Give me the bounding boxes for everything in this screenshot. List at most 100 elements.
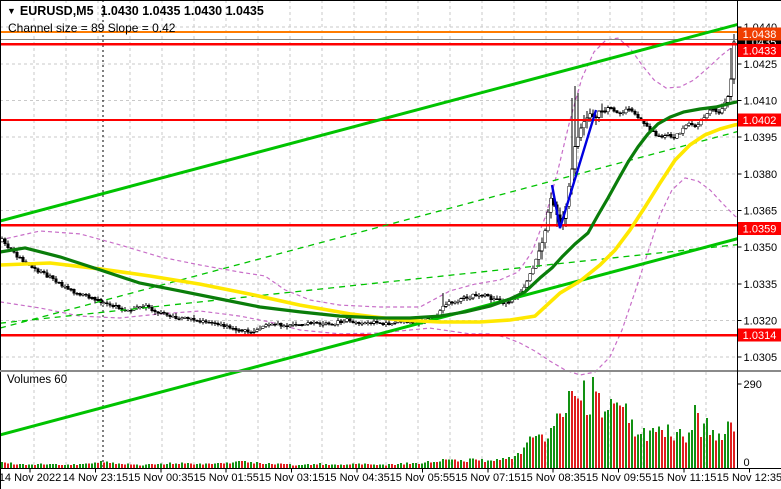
candle [390,323,394,325]
candle [681,128,685,134]
symbol-ohlc-title: EURUSD,M5 1.0430 1.0435 1.0430 1.0435 [19,4,264,18]
volume-bar [346,464,348,468]
candle [354,321,358,324]
candle [573,146,577,170]
volume-bar [313,464,315,468]
volume-bar [487,460,489,468]
volume-bar [34,464,36,468]
candle [612,107,616,112]
svg-text:1.0359: 1.0359 [743,223,777,235]
candle [636,113,640,119]
candle [21,257,25,263]
candle [339,320,343,323]
volume-bar [67,464,69,468]
symbol-dropdown-icon[interactable]: ▼ [7,6,16,16]
candle [447,301,451,306]
price-axis-label: 1.0395 [744,132,778,144]
candle [546,211,550,232]
candle [117,305,121,309]
volume-bar [577,398,579,468]
candle [246,329,250,333]
volume-bar [304,464,306,468]
volume-bar [241,461,243,468]
candle [186,316,190,320]
volume-bar [55,463,57,468]
volume-bar [616,402,618,468]
candle [75,292,79,295]
volume-bar [589,414,591,468]
volume-bar [403,464,405,468]
price-axis-label: 1.0365 [744,206,778,218]
volume-bar [19,464,21,468]
candle [177,318,181,320]
price-axis-label: 1.0410 [744,95,778,107]
volume-bar [433,461,435,468]
volume-bar [184,463,186,468]
volume-bar [205,463,207,468]
volume-bar [598,393,600,468]
volume-bar [442,458,444,468]
volume-bar [4,462,6,468]
volume-bar [265,464,267,468]
volume-bar [601,417,603,468]
volume-bar [40,463,42,468]
volume-bar [523,447,525,468]
candle [471,293,475,299]
candle [60,281,64,287]
volume-bar [103,462,105,468]
candle [540,242,544,252]
candle [375,320,379,324]
volume-bar [655,431,657,468]
volume-bar [25,464,27,468]
candlesticks-layer [0,33,736,337]
candle [156,311,160,314]
level-price-tag [738,27,781,41]
volume-bar [394,464,396,468]
candle [366,322,370,324]
volume-bar [112,462,114,468]
candle [204,320,208,323]
volume-bar [115,463,117,468]
candle [729,78,733,97]
candle [525,280,529,288]
volume-bar [301,464,303,468]
candle [264,324,268,327]
candle [633,110,637,115]
volume-bar [400,463,402,468]
candle [531,268,535,275]
candle [225,325,229,328]
volume-indicator-label: Volumes 60 [7,374,68,386]
volume-bar [580,400,582,468]
candle [63,285,67,288]
candle [693,124,697,127]
candle [105,302,109,305]
volume-bar [73,464,75,468]
volume-bar [508,457,510,468]
volume-bar [22,464,24,468]
volume-bar [286,464,288,468]
volume-bar [28,464,30,468]
candle [321,323,325,326]
volume-bar [208,463,210,468]
volume-bar [436,462,438,468]
moving-averages-layer [0,100,737,324]
volume-bar [697,413,699,468]
volume-bar [505,459,507,468]
volume-bar [349,464,351,468]
volume-bar [277,463,279,468]
candle [675,133,679,139]
volume-bar [325,464,327,468]
volume-bar [142,465,144,468]
volume-bar [193,464,195,468]
volume-bar [223,463,225,468]
volume-bar [406,462,408,468]
volume-bar [694,404,696,468]
volume-bar [31,464,33,468]
volume-bar [106,461,108,468]
candle [609,107,613,109]
volume-bar [121,463,123,468]
candle [180,317,184,320]
time-axis-label: 15 Nov 00:35 [128,472,193,484]
candle [462,296,466,299]
